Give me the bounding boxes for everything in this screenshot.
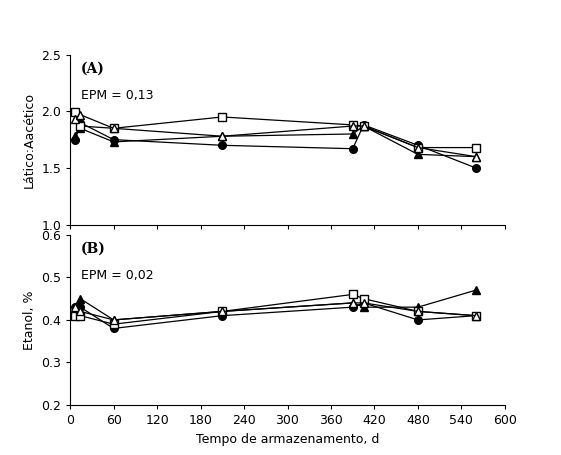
Y-axis label: Etanol, %: Etanol, %: [22, 290, 35, 349]
Text: (A): (A): [81, 61, 105, 76]
Text: EPM = 0,13: EPM = 0,13: [81, 89, 154, 101]
Text: EPM = 0,02: EPM = 0,02: [81, 269, 154, 282]
Y-axis label: Lático:Aacético: Lático:Aacético: [22, 91, 36, 187]
X-axis label: Tempo de armazenamento, d: Tempo de armazenamento, d: [196, 433, 379, 445]
Text: (B): (B): [81, 242, 106, 256]
